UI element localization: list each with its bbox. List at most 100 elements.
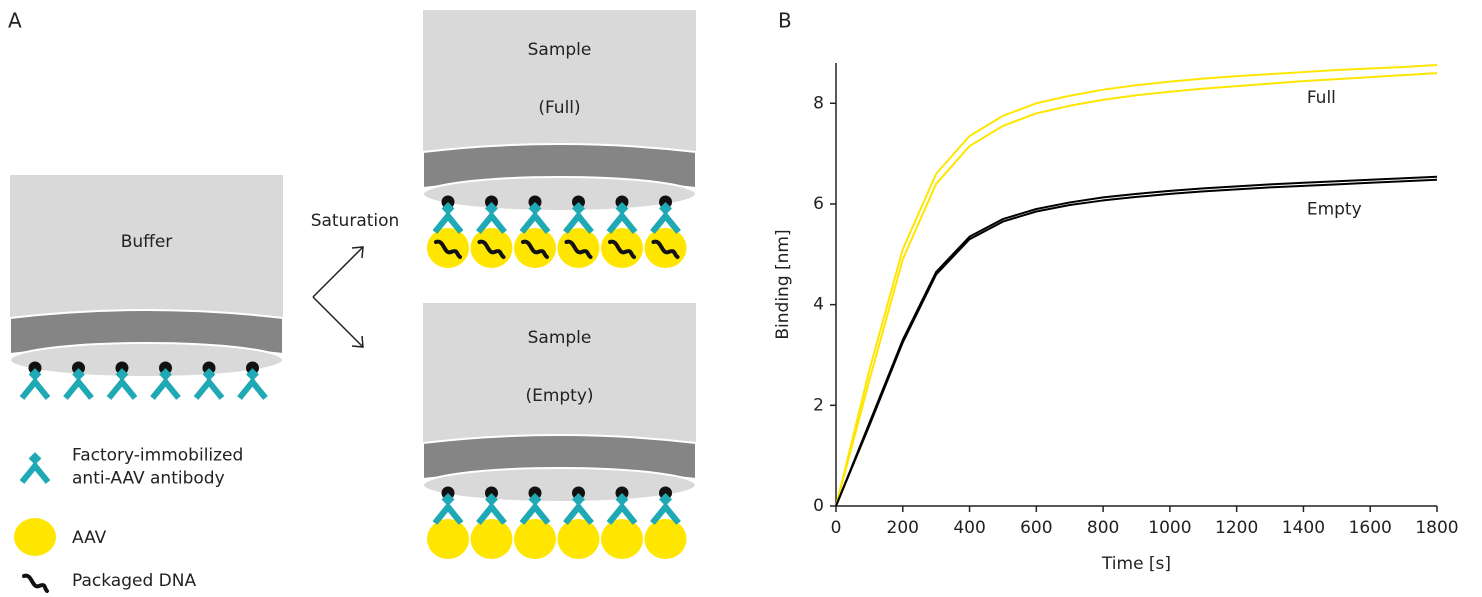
x-tick-label: 400 <box>953 518 985 538</box>
antibody <box>106 377 138 400</box>
dna <box>477 239 506 259</box>
antigen <box>659 486 672 500</box>
y-tick-label: 4 <box>813 295 824 315</box>
arrow <box>312 296 364 348</box>
data-line <box>835 175 1438 507</box>
x-tick-label: 1000 <box>1148 518 1191 538</box>
x-axis-label: Time [s] <box>1101 554 1171 574</box>
sensor-tip <box>423 10 696 162</box>
legend-label: Packaged DNA <box>72 571 196 591</box>
antigen <box>572 195 585 209</box>
sensor-surface <box>422 176 697 212</box>
aav <box>470 519 513 559</box>
diagram: Saturation <box>311 211 400 348</box>
aav <box>557 228 600 268</box>
antigen <box>159 361 172 375</box>
y-axis-label: Binding [nm] <box>773 229 793 339</box>
aav <box>644 519 687 559</box>
antibody <box>63 377 94 400</box>
y-tick-label: 2 <box>813 395 824 415</box>
antibody-tip <box>159 368 172 381</box>
antibody-tip <box>485 493 498 506</box>
legend-label: Factory-immobilized <box>72 446 243 466</box>
antigen <box>528 195 542 209</box>
antibody <box>19 461 51 484</box>
antigen <box>572 486 585 500</box>
antigen <box>441 195 455 209</box>
x-tick-label: 1800 <box>1415 518 1458 538</box>
aav <box>514 519 556 559</box>
aav <box>557 519 600 559</box>
dna <box>434 239 462 259</box>
antibody-tip <box>115 368 129 381</box>
arrow-head <box>351 246 364 259</box>
tip-label: Sample <box>528 40 592 60</box>
dna <box>608 239 636 259</box>
data-line <box>835 64 1438 507</box>
x-tick-label: 1400 <box>1282 518 1325 538</box>
x-tick-label: 800 <box>1087 518 1119 538</box>
tip-label: Sample <box>528 328 592 348</box>
antibody <box>19 377 51 400</box>
antigen <box>659 195 672 209</box>
antigen <box>615 486 629 500</box>
sensor-tip <box>10 175 283 328</box>
series-label: Full <box>1307 88 1336 108</box>
panel-label: A <box>8 9 22 33</box>
sensor-surface <box>422 467 697 503</box>
x-tick-label: 0 <box>831 518 842 538</box>
aav <box>644 228 687 268</box>
tip-label: Buffer <box>121 232 173 252</box>
arrow <box>312 246 364 298</box>
aav <box>470 228 513 268</box>
antibody-tip <box>246 368 259 381</box>
dna <box>564 239 593 259</box>
antigen <box>202 361 216 375</box>
antigen <box>28 361 42 375</box>
x-tick-label: 1200 <box>1215 518 1258 538</box>
antigen <box>485 486 498 500</box>
antibody-tip <box>28 452 42 465</box>
legend-label: AAV <box>72 528 107 548</box>
dna <box>651 239 680 259</box>
antibody <box>150 377 181 400</box>
data-line <box>835 72 1438 507</box>
antigen <box>485 195 498 209</box>
aav <box>427 519 469 559</box>
y-tick-label: 8 <box>813 93 824 113</box>
aav <box>601 228 643 268</box>
antibody <box>237 377 268 400</box>
aav <box>514 228 556 268</box>
series-label: Empty <box>1307 199 1362 219</box>
aav <box>14 518 56 556</box>
antigen <box>72 361 85 375</box>
arrow-label: Saturation <box>311 211 400 231</box>
arrow-head <box>351 335 364 348</box>
antigen <box>528 486 542 500</box>
dna <box>521 239 549 259</box>
antibody <box>193 377 225 400</box>
y-tick-label: 0 <box>813 496 824 516</box>
antibody-tip <box>72 368 85 381</box>
aav <box>427 228 469 268</box>
antibody-tip <box>28 368 42 381</box>
x-tick-label: 1600 <box>1349 518 1392 538</box>
y-tick-label: 6 <box>813 194 824 214</box>
antibody-tip <box>485 202 498 215</box>
antigen <box>115 361 129 375</box>
sensor-surface <box>9 342 284 378</box>
antigen <box>246 361 259 375</box>
x-tick-label: 200 <box>887 518 919 538</box>
panel-label: B <box>778 9 792 33</box>
x-tick-label: 600 <box>1020 518 1052 538</box>
antigen <box>441 486 455 500</box>
aav <box>601 519 643 559</box>
dna <box>22 573 49 593</box>
tip-label: (Empty) <box>525 386 593 406</box>
antibody-tip <box>441 493 455 506</box>
sensor-tip <box>423 303 696 453</box>
antigen <box>615 195 629 209</box>
tip-label: (Full) <box>538 98 580 118</box>
antibody-tip <box>202 368 216 381</box>
